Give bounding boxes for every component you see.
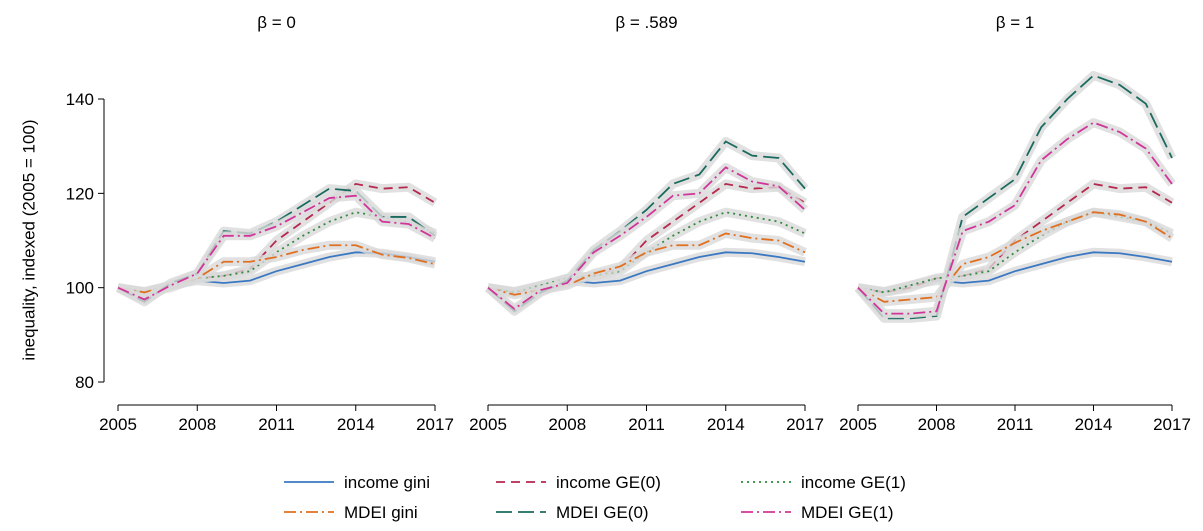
- y-tick-label: 120: [66, 184, 94, 203]
- panel-title: β = 1: [996, 13, 1035, 32]
- x-tick-label: 2017: [1153, 415, 1191, 434]
- x-tick-label: 2005: [99, 415, 137, 434]
- legend-label: income GE(1): [801, 473, 906, 492]
- x-tick-label: 2011: [258, 415, 295, 434]
- series-line: [487, 166, 806, 311]
- legend-label: MDEI gini: [344, 503, 418, 522]
- x-tick-label: 2014: [707, 415, 745, 434]
- legend-label: income GE(0): [556, 473, 661, 492]
- y-axis-label: inequality, indexed (2005 = 100): [19, 119, 38, 360]
- x-tick-label: 2008: [178, 415, 216, 434]
- series-band: [117, 179, 438, 297]
- panel-title: β = .589: [615, 13, 677, 32]
- x-tick-label: 2008: [918, 415, 956, 434]
- y-tick-label: 100: [66, 279, 94, 298]
- x-tick-label: 2014: [337, 415, 375, 434]
- legend-label: MDEI GE(1): [801, 503, 894, 522]
- x-tick-label: 2011: [997, 415, 1034, 434]
- x-tick-label: 2008: [548, 415, 586, 434]
- series-line: [857, 211, 1173, 303]
- y-tick-label: 80: [75, 373, 94, 392]
- series-line: [117, 194, 436, 301]
- x-tick-label: 2011: [628, 415, 665, 434]
- series-line: [857, 74, 1173, 320]
- x-tick-label: 2005: [839, 415, 877, 434]
- panel-title: β = 0: [257, 13, 296, 32]
- series-line: [487, 211, 806, 294]
- series-line: [857, 121, 1173, 315]
- legend-label: income gini: [344, 473, 430, 492]
- x-tick-label: 2017: [416, 415, 454, 434]
- x-tick-label: 2014: [1075, 415, 1113, 434]
- y-tick-label: 140: [66, 90, 94, 109]
- x-tick-label: 2005: [469, 415, 507, 434]
- legend-label: MDEI GE(0): [556, 503, 649, 522]
- x-tick-label: 2017: [786, 415, 824, 434]
